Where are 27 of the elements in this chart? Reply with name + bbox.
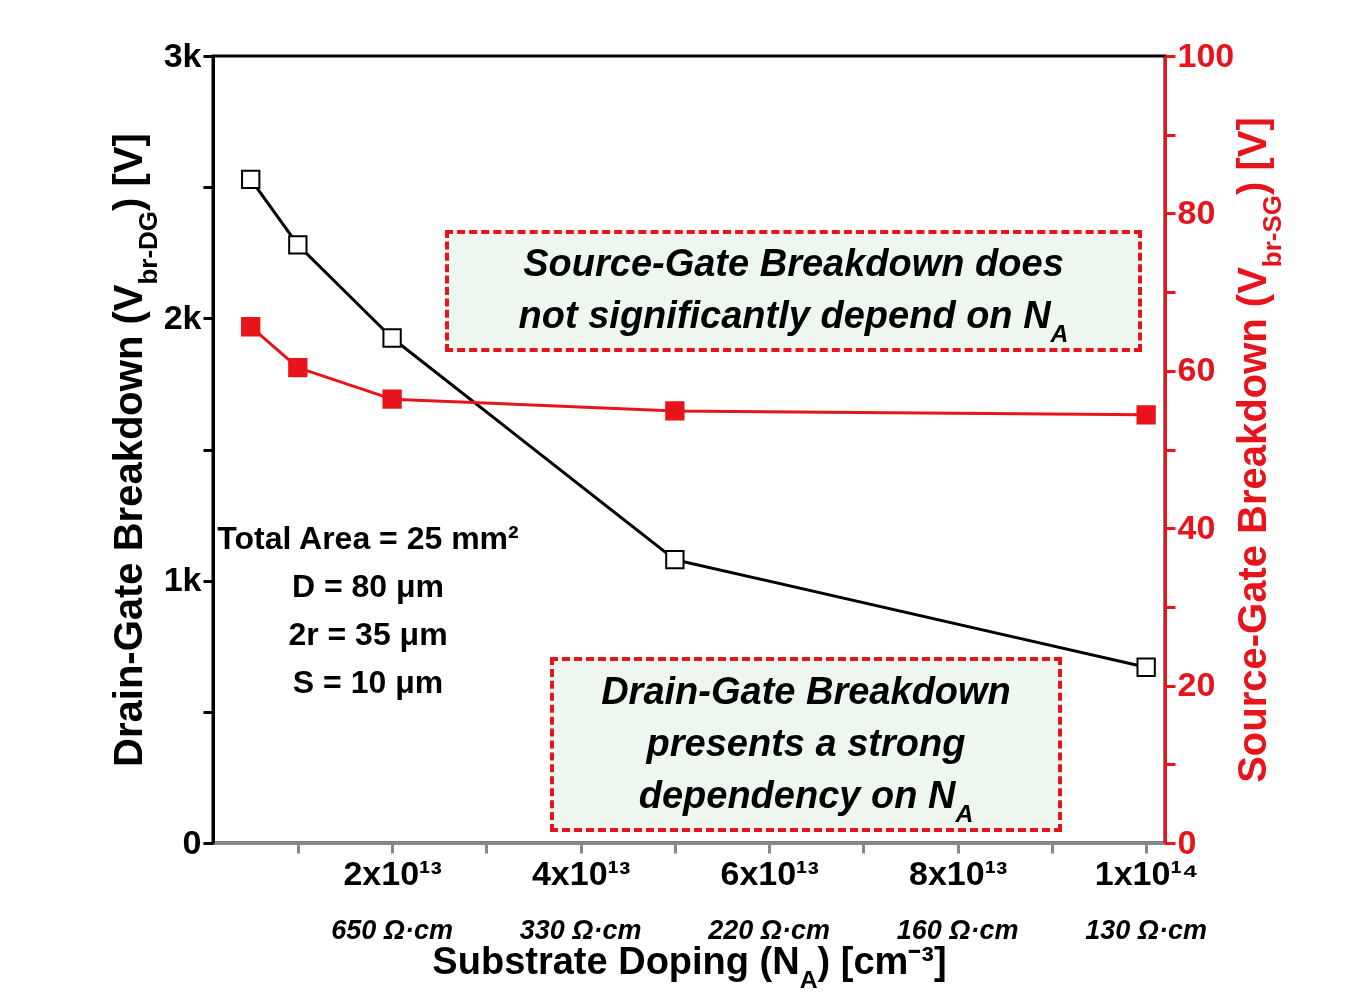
- y2-tick-label: 40: [1177, 507, 1216, 546]
- x-tick-label: 4x10¹³: [531, 853, 631, 892]
- y-tick-label: 0: [182, 822, 202, 861]
- text: 130 Ω·cm: [1085, 915, 1207, 945]
- y2-tick-label: 100: [1177, 35, 1235, 74]
- x-tick-label: 2x10¹³: [343, 853, 442, 892]
- annotation: Total Area = 25 mm² D = 80 μm 2r = 35 μm S = 10 μm: [217, 520, 519, 700]
- x-tick-label: 8x10¹³: [908, 853, 1008, 892]
- y-tick-label: 1k: [163, 560, 202, 599]
- point: [382, 389, 402, 409]
- point: [382, 328, 402, 348]
- point: [1136, 405, 1156, 425]
- annotation: Source-Gate Breakdown does not significantly depend on N$_{A}$: [518, 242, 1069, 347]
- y-tick-label: 2k: [163, 297, 202, 336]
- point: [288, 235, 308, 255]
- point: [665, 401, 685, 421]
- point: [665, 550, 685, 570]
- point: [1136, 657, 1156, 677]
- point: [241, 317, 261, 337]
- point: [288, 357, 308, 378]
- point: [241, 169, 261, 189]
- y2-tick-label: 60: [1177, 350, 1216, 389]
- y2-tick-label: 80: [1177, 192, 1216, 231]
- y-tick-label: 3k: [163, 35, 202, 74]
- y2-tick-label: 20: [1177, 665, 1216, 704]
- annotation: Drain-Gate Breakdown presents a strong dependency on N$_{A}$: [601, 669, 1011, 826]
- x-tick-label: 6x10¹³: [720, 853, 819, 892]
